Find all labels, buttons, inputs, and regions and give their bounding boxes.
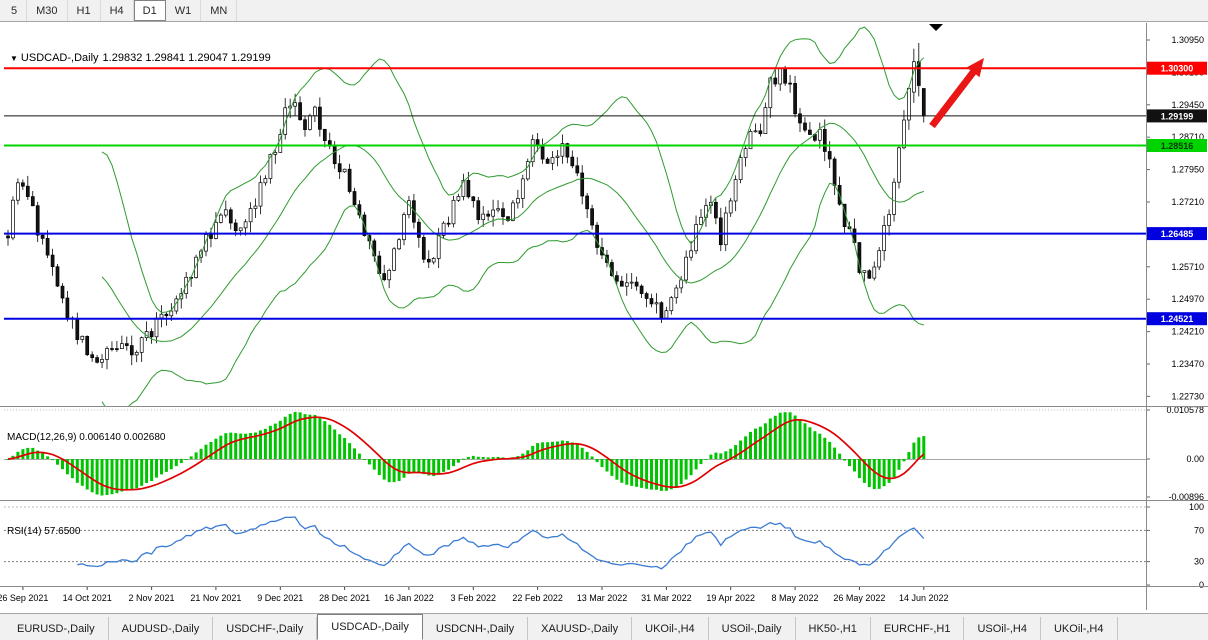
- timeframe-button-5[interactable]: 5: [2, 0, 28, 21]
- svg-text:1.23470: 1.23470: [1171, 359, 1204, 369]
- svg-text:14 Jun 2022: 14 Jun 2022: [899, 593, 949, 603]
- price-chart-canvas[interactable]: 1.309501.301901.294501.287101.279501.272…: [0, 22, 1208, 613]
- trend-arrow-annotation[interactable]: [929, 58, 984, 129]
- rsi-pane: [4, 506, 1146, 570]
- svg-text:1.24521: 1.24521: [1161, 314, 1194, 324]
- tab-hk50-h1[interactable]: HK50-,H1: [796, 617, 871, 640]
- svg-text:0.00: 0.00: [1186, 454, 1204, 464]
- timeframe-button-h4[interactable]: H4: [101, 0, 134, 21]
- svg-text:1.28710: 1.28710: [1171, 132, 1204, 142]
- macd-signal-line: [7, 416, 925, 491]
- svg-text:1.27950: 1.27950: [1171, 165, 1204, 175]
- bollinger-bands: [101, 26, 925, 406]
- svg-text:1.26485: 1.26485: [1161, 229, 1194, 239]
- timeframe-button-h1[interactable]: H1: [68, 0, 101, 21]
- svg-text:1.24970: 1.24970: [1171, 294, 1204, 304]
- price-tag-1.29199: 1.29199: [1147, 109, 1207, 123]
- tab-audusd-daily[interactable]: AUDUSD-,Daily: [109, 617, 214, 640]
- svg-text:31 Mar 2022: 31 Mar 2022: [641, 593, 692, 603]
- svg-text:70: 70: [1194, 525, 1204, 535]
- svg-text:28 Dec 2021: 28 Dec 2021: [319, 593, 370, 603]
- svg-text:26 Sep 2021: 26 Sep 2021: [0, 593, 48, 603]
- price-tag-1.26485: 1.26485: [1147, 227, 1207, 241]
- tab-xauusd-daily[interactable]: XAUUSD-,Daily: [528, 617, 633, 640]
- svg-text:1.29199: 1.29199: [1161, 111, 1194, 121]
- svg-text:13 Mar 2022: 13 Mar 2022: [577, 593, 628, 603]
- timeframe-toolbar: 5 M30 H1 H4 D1 W1 MN: [0, 0, 1208, 22]
- tab-eurusd-daily[interactable]: EURUSD-,Daily: [4, 617, 109, 640]
- svg-text:1.29450: 1.29450: [1171, 100, 1204, 110]
- tab-usdcad-daily[interactable]: USDCAD-,Daily: [317, 614, 423, 640]
- svg-text:21 Nov 2021: 21 Nov 2021: [190, 593, 241, 603]
- timeframe-button-m30[interactable]: M30: [27, 0, 68, 21]
- chart-tabs-bar: EURUSD-,Daily AUDUSD-,Daily USDCHF-,Daily U…: [0, 613, 1208, 640]
- svg-text:19 Apr 2022: 19 Apr 2022: [706, 593, 755, 603]
- price-tag-1.24521: 1.24521: [1147, 312, 1207, 326]
- svg-text:1.25710: 1.25710: [1171, 262, 1204, 272]
- svg-text:100: 100: [1189, 502, 1204, 512]
- tab-ukoil-h4[interactable]: UKOil-,H4: [1041, 617, 1118, 640]
- svg-text:1.24210: 1.24210: [1171, 327, 1204, 337]
- tab-usoil-h4[interactable]: USOil-,H4: [964, 617, 1041, 640]
- svg-text:9 Dec 2021: 9 Dec 2021: [257, 593, 303, 603]
- tab-usoil-daily[interactable]: USOil-,Daily: [709, 617, 796, 640]
- timeframe-button-mn[interactable]: MN: [201, 0, 238, 21]
- svg-text:14 Oct 2021: 14 Oct 2021: [63, 593, 112, 603]
- svg-text:16 Jan 2022: 16 Jan 2022: [384, 593, 434, 603]
- svg-text:2 Nov 2021: 2 Nov 2021: [129, 593, 175, 603]
- svg-text:1.30950: 1.30950: [1171, 35, 1204, 45]
- macd-histogram: [6, 411, 926, 496]
- svg-text:0: 0: [1199, 580, 1204, 590]
- timeframe-button-d1[interactable]: D1: [133, 0, 166, 21]
- tab-eurchf-h1[interactable]: EURCHF-,H1: [871, 617, 965, 640]
- svg-text:0.010578: 0.010578: [1166, 405, 1204, 415]
- tab-usdchf-daily[interactable]: USDCHF-,Daily: [213, 617, 318, 640]
- svg-text:-0.00896: -0.00896: [1168, 492, 1204, 502]
- svg-text:30: 30: [1194, 557, 1204, 567]
- rsi-line: [77, 516, 925, 570]
- tab-ukoil-h4[interactable]: UKOil-,H4: [632, 617, 709, 640]
- svg-text:8 May 2022: 8 May 2022: [772, 593, 819, 603]
- svg-text:3 Feb 2022: 3 Feb 2022: [451, 593, 497, 603]
- svg-text:1.30300: 1.30300: [1161, 64, 1194, 74]
- timeframe-button-w1[interactable]: W1: [166, 0, 202, 21]
- last-bar-marker-icon: [929, 24, 943, 31]
- price-tag-1.28516: 1.28516: [1147, 139, 1207, 152]
- svg-text:22 Feb 2022: 22 Feb 2022: [512, 593, 563, 603]
- chart-area: 1.309501.301901.294501.287101.279501.272…: [0, 22, 1208, 613]
- svg-text:1.27210: 1.27210: [1171, 197, 1204, 207]
- svg-text:26 May 2022: 26 May 2022: [833, 593, 885, 603]
- svg-text:1.28516: 1.28516: [1161, 141, 1194, 151]
- svg-text:1.22730: 1.22730: [1171, 391, 1204, 401]
- price-tag-1.30300: 1.30300: [1147, 61, 1207, 75]
- tab-usdcnh-daily[interactable]: USDCNH-,Daily: [423, 617, 529, 640]
- macd-pane: [4, 409, 1146, 496]
